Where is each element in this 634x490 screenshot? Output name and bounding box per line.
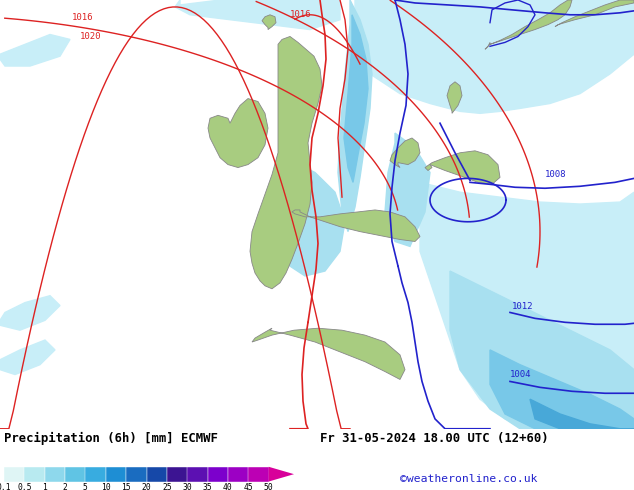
Text: 20: 20: [141, 483, 152, 490]
Bar: [65, 467, 86, 482]
Polygon shape: [355, 0, 634, 113]
Bar: [187, 467, 208, 482]
Polygon shape: [252, 328, 405, 379]
Polygon shape: [292, 210, 420, 242]
Polygon shape: [420, 182, 634, 429]
Polygon shape: [425, 151, 500, 184]
Polygon shape: [0, 295, 60, 330]
Text: 25: 25: [162, 483, 172, 490]
Bar: [126, 467, 147, 482]
Polygon shape: [490, 0, 634, 64]
Text: 30: 30: [183, 483, 192, 490]
Polygon shape: [338, 0, 372, 232]
Text: 0.1: 0.1: [0, 483, 11, 490]
Text: 10: 10: [101, 483, 111, 490]
Polygon shape: [385, 133, 430, 246]
Text: 1012: 1012: [512, 301, 533, 311]
Text: 0.5: 0.5: [17, 483, 32, 490]
Text: 1008: 1008: [545, 171, 567, 179]
Polygon shape: [250, 36, 322, 289]
Polygon shape: [175, 0, 340, 29]
Polygon shape: [490, 350, 634, 429]
Text: 15: 15: [121, 483, 131, 490]
Polygon shape: [390, 138, 420, 168]
Polygon shape: [450, 271, 634, 429]
Polygon shape: [208, 98, 268, 168]
Text: 2: 2: [63, 483, 67, 490]
Polygon shape: [447, 82, 462, 113]
Text: 45: 45: [243, 483, 253, 490]
Polygon shape: [0, 340, 55, 374]
Text: 1020: 1020: [80, 32, 101, 42]
Bar: [86, 467, 106, 482]
Polygon shape: [540, 0, 634, 39]
Polygon shape: [530, 399, 634, 429]
Text: 5: 5: [83, 483, 88, 490]
Polygon shape: [485, 0, 572, 49]
Text: 1004: 1004: [510, 370, 531, 379]
Bar: [45, 467, 65, 482]
Text: 35: 35: [203, 483, 212, 490]
Text: Fr 31-05-2024 18.00 UTC (12+60): Fr 31-05-2024 18.00 UTC (12+60): [320, 432, 548, 445]
Bar: [4, 467, 25, 482]
Polygon shape: [262, 15, 276, 29]
Bar: [106, 467, 126, 482]
Text: 50: 50: [264, 483, 273, 490]
Bar: [207, 467, 228, 482]
Text: 1: 1: [42, 483, 47, 490]
Bar: [146, 467, 167, 482]
Text: 40: 40: [223, 483, 233, 490]
Text: 1016: 1016: [290, 10, 311, 19]
Polygon shape: [344, 15, 368, 182]
Text: ©weatheronline.co.uk: ©weatheronline.co.uk: [400, 474, 538, 484]
Bar: [24, 467, 45, 482]
Polygon shape: [555, 0, 634, 26]
Polygon shape: [285, 163, 345, 276]
Bar: [249, 467, 269, 482]
Polygon shape: [269, 467, 294, 482]
Text: Precipitation (6h) [mm] ECMWF: Precipitation (6h) [mm] ECMWF: [4, 432, 218, 445]
Bar: [167, 467, 188, 482]
Bar: [228, 467, 249, 482]
Polygon shape: [0, 34, 70, 66]
Text: 1016: 1016: [72, 13, 93, 22]
